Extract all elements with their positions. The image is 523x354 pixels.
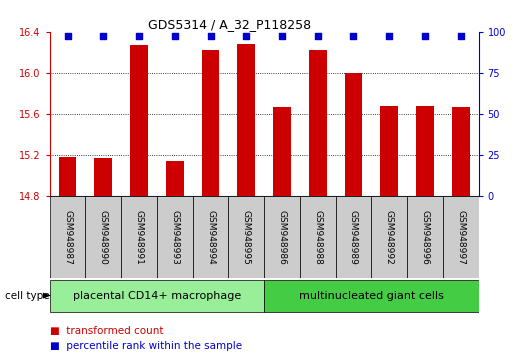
Text: multinucleated giant cells: multinucleated giant cells bbox=[299, 291, 444, 301]
Text: GSM948995: GSM948995 bbox=[242, 210, 251, 265]
Point bbox=[349, 33, 358, 39]
Bar bbox=[166, 161, 184, 196]
Bar bbox=[380, 106, 398, 196]
Text: GSM948992: GSM948992 bbox=[385, 210, 394, 264]
Bar bbox=[371, 196, 407, 278]
Bar bbox=[407, 196, 443, 278]
Bar bbox=[192, 196, 229, 278]
Text: ■  percentile rank within the sample: ■ percentile rank within the sample bbox=[50, 341, 242, 351]
Bar bbox=[273, 107, 291, 196]
Text: GSM948993: GSM948993 bbox=[170, 210, 179, 265]
Text: placental CD14+ macrophage: placental CD14+ macrophage bbox=[73, 291, 241, 301]
Point bbox=[278, 33, 286, 39]
Point bbox=[206, 33, 214, 39]
Bar bbox=[121, 196, 157, 278]
Bar bbox=[452, 107, 470, 196]
Bar bbox=[345, 73, 362, 196]
Bar bbox=[264, 280, 479, 312]
Bar bbox=[416, 106, 434, 196]
Point bbox=[420, 33, 429, 39]
Bar bbox=[94, 158, 112, 196]
Point bbox=[63, 33, 72, 39]
Bar bbox=[85, 196, 121, 278]
Bar bbox=[237, 44, 255, 196]
Text: GSM948997: GSM948997 bbox=[456, 210, 465, 265]
Point bbox=[457, 33, 465, 39]
Bar bbox=[336, 196, 371, 278]
Bar bbox=[309, 50, 327, 196]
Bar bbox=[443, 196, 479, 278]
Point bbox=[170, 33, 179, 39]
Title: GDS5314 / A_32_P118258: GDS5314 / A_32_P118258 bbox=[148, 18, 311, 31]
Text: GSM948988: GSM948988 bbox=[313, 210, 322, 265]
Point bbox=[313, 33, 322, 39]
Bar bbox=[157, 196, 192, 278]
Bar bbox=[201, 50, 220, 196]
Bar bbox=[50, 196, 85, 278]
Bar bbox=[300, 196, 336, 278]
Text: GSM948987: GSM948987 bbox=[63, 210, 72, 265]
Text: cell type: cell type bbox=[5, 291, 50, 301]
Point bbox=[135, 33, 143, 39]
Text: GSM948986: GSM948986 bbox=[278, 210, 287, 265]
Bar bbox=[264, 196, 300, 278]
Point bbox=[99, 33, 108, 39]
Point bbox=[242, 33, 251, 39]
Bar bbox=[59, 158, 76, 196]
Bar bbox=[229, 196, 264, 278]
Text: GSM948991: GSM948991 bbox=[134, 210, 143, 265]
Text: GSM948990: GSM948990 bbox=[99, 210, 108, 265]
Bar bbox=[50, 280, 264, 312]
Text: ■  transformed count: ■ transformed count bbox=[50, 326, 163, 336]
Bar bbox=[130, 45, 148, 196]
Point bbox=[385, 33, 393, 39]
Text: GSM948994: GSM948994 bbox=[206, 210, 215, 264]
Text: GSM948996: GSM948996 bbox=[420, 210, 429, 265]
Text: GSM948989: GSM948989 bbox=[349, 210, 358, 265]
